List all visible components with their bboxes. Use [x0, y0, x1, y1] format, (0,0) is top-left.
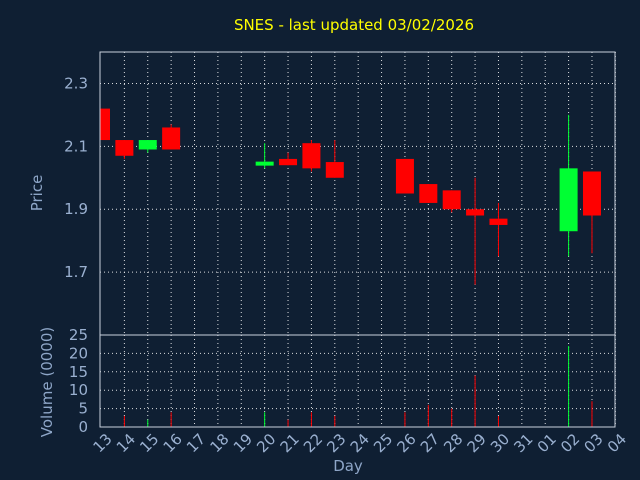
day-tick-label: 13	[90, 430, 116, 456]
day-tick-label: 01	[534, 430, 560, 456]
candle-15	[138, 140, 157, 153]
candle-22	[302, 140, 321, 172]
candle-02	[559, 114, 578, 257]
candle-27	[419, 184, 438, 203]
candle-body	[255, 161, 274, 166]
day-tick-label: 23	[323, 430, 349, 456]
price-tick-label: 2.3	[64, 74, 88, 92]
candle-29	[466, 177, 485, 285]
volume-axis-label: Volume (0000)	[38, 327, 56, 437]
price-panel: 1.7 1.9 2.1 2.3 Price	[28, 51, 616, 336]
candle-body	[559, 168, 578, 232]
candle-body	[582, 171, 601, 216]
candle-body	[466, 209, 485, 216]
day-tick-label: 31	[510, 430, 536, 456]
price-tick-label: 1.9	[64, 200, 88, 218]
price-tick-label: 2.1	[64, 137, 88, 155]
day-tick-label: 19	[230, 430, 256, 456]
day-tick-label: 21	[277, 430, 303, 456]
day-tick-label: 22	[300, 430, 326, 456]
day-tick-label: 24	[347, 430, 373, 456]
candle-body	[279, 158, 298, 166]
candle-body	[419, 184, 438, 203]
volume-plot-frame	[99, 334, 616, 428]
day-tick-label: 04	[604, 430, 630, 456]
volume-tick-label: 20	[69, 344, 88, 362]
candle-26	[395, 158, 414, 194]
candle-14	[115, 140, 134, 159]
volume-tick-label: 10	[69, 381, 88, 399]
day-tick-label: 15	[136, 430, 162, 456]
price-ticks: 1.7 1.9 2.1 2.3	[64, 74, 88, 281]
day-tick-label: 17	[183, 430, 209, 456]
candle-16	[162, 124, 181, 150]
candle-23	[325, 140, 344, 178]
day-axis-label: Day	[333, 457, 363, 475]
candle-body	[162, 127, 181, 150]
day-tick-label: 29	[464, 430, 490, 456]
day-tick-label: 20	[253, 430, 279, 456]
volume-tick-label: 25	[69, 326, 88, 344]
candle-body	[395, 158, 414, 194]
candle-21	[279, 152, 298, 166]
day-tick-label: 14	[113, 430, 139, 456]
candle-03	[582, 171, 601, 254]
candle-body	[302, 143, 321, 169]
volume-bars	[123, 346, 593, 427]
day-tick-label: 28	[440, 430, 466, 456]
price-grid	[100, 52, 616, 335]
volume-tick-label: 15	[69, 363, 88, 381]
day-tick-label: 27	[417, 430, 443, 456]
candle-body	[138, 140, 157, 150]
price-tick-label: 1.7	[64, 263, 88, 281]
day-tick-label: 26	[393, 430, 419, 456]
day-ticks: 1314151617181920212223242526272829303101…	[90, 430, 631, 456]
volume-tick-label: 5	[78, 400, 88, 418]
volume-grid	[100, 335, 616, 427]
day-tick-label: 30	[487, 430, 513, 456]
day-tick-label: 03	[581, 430, 607, 456]
day-tick-label: 02	[557, 430, 583, 456]
candle-13	[100, 108, 110, 141]
candle-20	[255, 143, 274, 169]
price-axis-label: Price	[28, 175, 46, 212]
day-tick-label: 16	[160, 430, 186, 456]
candle-28	[442, 190, 461, 213]
day-tick-label: 25	[370, 430, 396, 456]
price-plot-frame	[99, 51, 616, 336]
candle-body	[115, 140, 134, 156]
candle-body	[101, 108, 110, 141]
candle-body	[442, 190, 461, 210]
price-candles	[100, 108, 601, 285]
candle-body	[489, 218, 508, 225]
chart-title: SNES - last updated 03/02/2026	[234, 16, 474, 34]
day-tick-label: 18	[206, 430, 232, 456]
volume-tick-label: 0	[78, 418, 88, 436]
candle-30	[489, 202, 508, 257]
candle-body	[325, 162, 344, 178]
